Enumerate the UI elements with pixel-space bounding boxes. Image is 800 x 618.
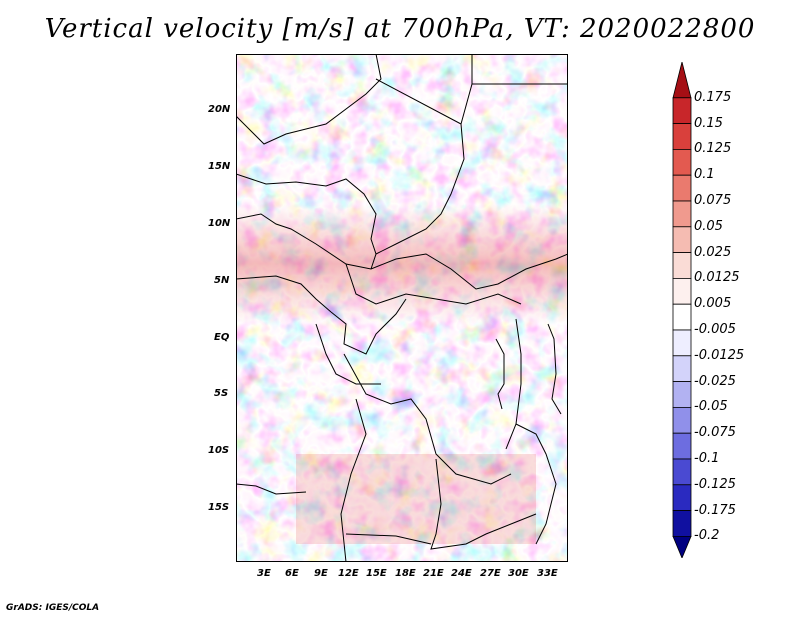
colorbar-swatch	[672, 432, 692, 460]
colorbar-label: -0.05	[694, 399, 728, 415]
colorbar-label: 0.15	[694, 115, 723, 131]
lon-label-18e: 18E	[395, 568, 416, 579]
colorbar-label: -0.005	[694, 322, 736, 337]
colorbar-swatch	[672, 406, 692, 434]
colorbar-label: 0.125	[694, 141, 732, 157]
colorbar-label: -0.175	[694, 502, 736, 518]
lon-label-9e: 9E	[314, 568, 328, 579]
colorbar-swatch	[672, 355, 692, 382]
colorbar-label: -0.2	[694, 528, 720, 544]
lon-label-21e: 21E	[423, 568, 444, 579]
colorbar-swatch	[672, 303, 692, 331]
credit-text: GrADS: IGES/COLA	[6, 603, 100, 613]
lat-label-5n: 5N	[214, 275, 230, 286]
colorbar-label: 0.025	[694, 244, 732, 260]
colorbar-swatch	[672, 174, 692, 202]
colorbar-swatch	[672, 62, 692, 99]
colorbar-swatch	[672, 123, 692, 150]
lon-label-3e: 3E	[257, 568, 271, 579]
colorbar-label: -0.0125	[694, 347, 745, 363]
lon-label-30e: 30E	[508, 568, 529, 579]
colorbar-swatch	[672, 149, 692, 176]
colorbar-label: 0.0125	[694, 270, 740, 286]
colorbar-label: 0.1	[694, 167, 715, 183]
lat-label-eq: EQ	[214, 332, 230, 343]
lat-label-5s: 5S	[214, 388, 229, 399]
colorbar-swatch	[672, 226, 692, 254]
lon-label-6e: 6E	[285, 568, 299, 579]
colorbar-swatch	[672, 252, 692, 279]
lon-label-24e: 24E	[451, 568, 472, 579]
colorbar-swatch	[672, 329, 692, 357]
colorbar-label: 0.175	[694, 89, 732, 105]
colorbar-swatch	[672, 277, 692, 305]
lat-label-15n: 15N	[208, 161, 231, 172]
colorbar-label: 0.075	[694, 193, 732, 208]
colorbar-label: 0.05	[694, 218, 723, 234]
colorbar-label: -0.075	[694, 425, 736, 441]
colorbar-label: 0.005	[694, 296, 732, 312]
lat-label-15s: 15S	[208, 502, 230, 513]
lat-label-20n: 20N	[208, 104, 231, 115]
colorbar	[672, 62, 692, 558]
map-panel	[236, 54, 568, 562]
lon-label-33e: 33E	[537, 568, 558, 579]
lon-label-15e: 15E	[366, 568, 387, 579]
colorbar-swatch	[672, 381, 692, 408]
colorbar-swatch	[672, 97, 692, 124]
colorbar-swatch	[672, 200, 692, 228]
colorbar-label: -0.025	[694, 373, 736, 389]
colorbar-swatch	[672, 510, 692, 537]
lon-label-27e: 27E	[480, 568, 501, 579]
colorbar-swatch	[672, 484, 692, 511]
colorbar-swatch	[672, 535, 692, 558]
lat-label-10s: 10S	[208, 445, 230, 456]
colorbar-swatch	[672, 458, 692, 486]
country-borders	[236, 54, 568, 562]
colorbar-label: -0.125	[694, 476, 736, 492]
colorbar-label: -0.1	[694, 451, 720, 466]
lon-label-12e: 12E	[338, 568, 359, 579]
lat-label-10n: 10N	[208, 218, 231, 229]
chart-title: Vertical velocity [m/s] at 700hPa, VT: 2…	[44, 14, 756, 44]
